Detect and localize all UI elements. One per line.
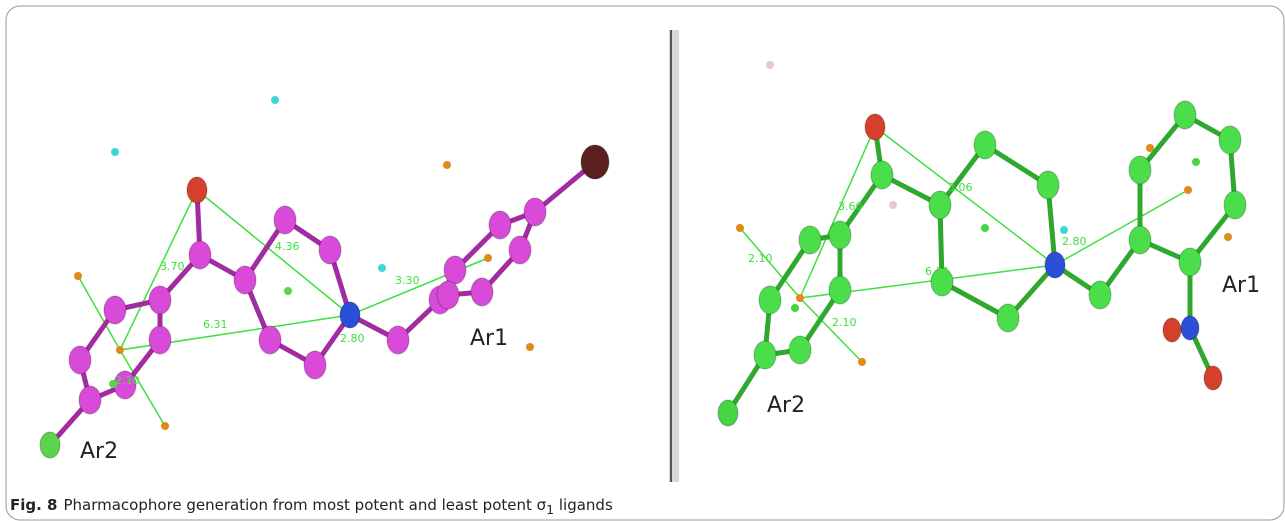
- feature-point: [284, 287, 292, 295]
- atom: [387, 326, 409, 354]
- atom: [718, 400, 738, 426]
- atom: [340, 302, 360, 328]
- atom: [974, 131, 996, 159]
- atom: [754, 341, 776, 369]
- atom: [234, 266, 256, 294]
- atom: [871, 161, 893, 189]
- distance-label: 3.60: [838, 200, 863, 213]
- atom: [1129, 156, 1151, 184]
- atom: [437, 281, 459, 309]
- distance-label: 2.80: [1062, 235, 1087, 248]
- atom: [829, 221, 851, 249]
- atom: [1037, 171, 1059, 199]
- atom: [509, 236, 531, 264]
- atom: [1174, 101, 1196, 129]
- atom: [1219, 126, 1241, 154]
- page: {"figure": { "left_panel": {"ar1": "Ar1"…: [0, 0, 1285, 521]
- atom: [189, 241, 211, 269]
- ar1-label: Ar1: [1222, 273, 1260, 298]
- atom: [759, 286, 781, 314]
- distance-label: 6.31: [203, 318, 228, 331]
- atom: [1224, 191, 1246, 219]
- feature-point: [981, 224, 989, 232]
- feature-point: [443, 161, 451, 169]
- atom: [259, 326, 281, 354]
- distance-label: 3.30: [395, 274, 420, 287]
- atom: [1089, 281, 1111, 309]
- distance-label: 4.36: [275, 240, 300, 253]
- atom: [304, 351, 326, 379]
- caption: Fig. 8 Pharmacophore generation from most…: [10, 496, 613, 517]
- atom: [1204, 366, 1222, 390]
- ar1-label: Ar1: [470, 326, 508, 351]
- caption-label: Fig. 8: [10, 496, 57, 514]
- atom: [997, 304, 1019, 332]
- ar2-label: Ar2: [80, 439, 118, 464]
- atom: [1179, 248, 1201, 276]
- distance-label: 3.70: [160, 260, 185, 273]
- caption-text: Pharmacophore generation from most poten…: [63, 496, 546, 514]
- feature-point: [111, 148, 119, 156]
- atom: [829, 276, 851, 304]
- ar2-label: Ar2: [767, 393, 805, 418]
- atom: [1129, 226, 1151, 254]
- atom: [149, 326, 171, 354]
- feature-point: [271, 96, 279, 104]
- atom: [524, 198, 546, 226]
- atom: [1045, 252, 1065, 278]
- distance-label: 2.10: [748, 252, 773, 265]
- atom: [187, 177, 207, 203]
- atom: [1181, 316, 1199, 340]
- feature-point: [766, 61, 774, 69]
- feature-point: [1060, 226, 1068, 234]
- distance-label: 2.80: [340, 332, 365, 345]
- distance-label: 2.10: [115, 374, 140, 387]
- molecules: [40, 61, 1246, 458]
- feature-point: [1192, 158, 1200, 166]
- atom: [274, 206, 296, 234]
- feature-point: [796, 294, 804, 302]
- pharmacophore-line: [875, 127, 1055, 265]
- feature-point: [858, 358, 866, 366]
- feature-point: [116, 346, 124, 354]
- feature-point: [791, 304, 799, 312]
- figure: Ar2 Ar1 Ar2 Ar1 3.70 4.36 2.80 6.31 3.30…: [0, 0, 1285, 521]
- atom: [929, 191, 951, 219]
- atom: [489, 211, 511, 239]
- feature-point: [889, 201, 897, 209]
- atom: [789, 336, 811, 364]
- feature-point: [484, 254, 492, 262]
- feature-point: [378, 264, 386, 272]
- atom: [865, 114, 885, 140]
- atom: [444, 256, 466, 284]
- feature-point: [526, 343, 534, 351]
- feature-point: [1146, 144, 1154, 152]
- atom: [1163, 318, 1181, 342]
- feature-point: [1224, 233, 1232, 241]
- atom: [319, 236, 341, 264]
- distance-label: 2.10: [832, 316, 857, 329]
- feature-point: [161, 422, 169, 430]
- atom: [104, 296, 126, 324]
- distance-label: 6.31: [925, 265, 950, 278]
- atom: [149, 286, 171, 314]
- feature-point: [736, 224, 744, 232]
- distance-label: 3.06: [948, 181, 973, 194]
- atom: [581, 145, 609, 179]
- feature-point: [1184, 186, 1192, 194]
- atom: [471, 278, 493, 306]
- caption-tail: ligands: [554, 496, 613, 514]
- atom: [69, 346, 91, 374]
- feature-point: [74, 272, 82, 280]
- atom: [799, 226, 821, 254]
- caption-subscript: 1: [546, 502, 554, 517]
- atom: [40, 432, 60, 458]
- atom: [79, 386, 101, 414]
